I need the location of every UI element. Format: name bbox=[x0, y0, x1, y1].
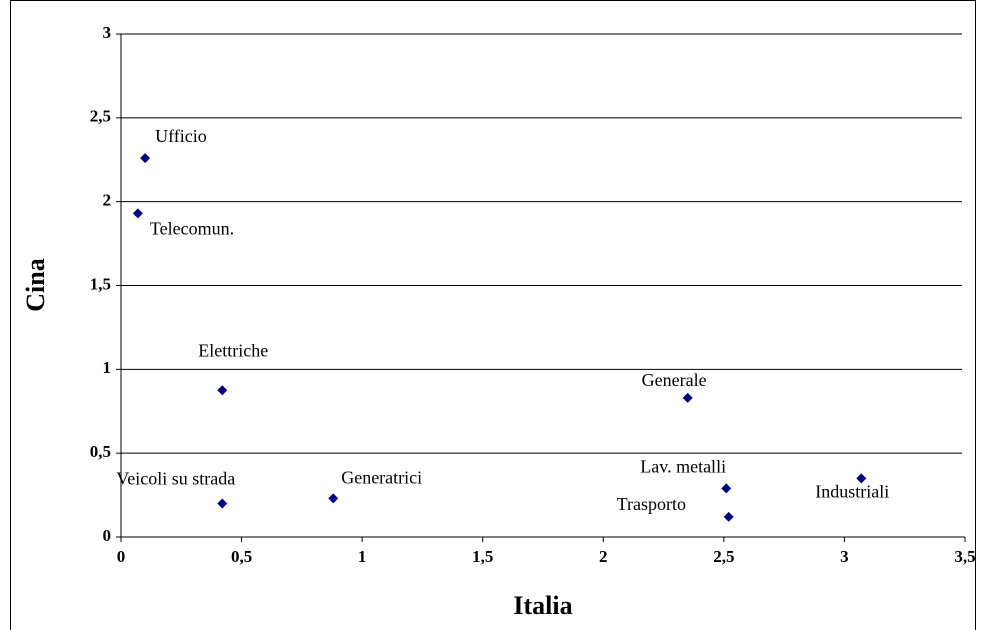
chart-frame bbox=[10, 0, 976, 630]
y-tick-label: 3 bbox=[103, 23, 112, 42]
point bbox=[217, 385, 228, 396]
point-label: Lav. metalli bbox=[640, 457, 726, 477]
point bbox=[328, 493, 339, 504]
x-axis-title: Italia bbox=[513, 591, 572, 620]
x-tick-label: 0,5 bbox=[231, 547, 252, 566]
x-tick-label: 1,5 bbox=[472, 547, 493, 566]
y-tick-label: 0 bbox=[103, 526, 112, 545]
x-tick-label: 3 bbox=[840, 547, 849, 566]
point bbox=[682, 392, 693, 403]
point bbox=[217, 498, 228, 509]
y-axis-title: Cina bbox=[21, 258, 50, 311]
y-tick-label: 1 bbox=[103, 358, 112, 377]
y-tick-label: 0,5 bbox=[90, 442, 111, 461]
point-label: Telecomun. bbox=[150, 219, 234, 239]
y-tick-label: 2 bbox=[103, 191, 112, 210]
y-tick-label: 1,5 bbox=[90, 274, 111, 293]
point bbox=[723, 511, 734, 522]
point-label: Trasporto bbox=[617, 494, 686, 514]
x-tick-label: 0 bbox=[117, 547, 126, 566]
point-label: Generatrici bbox=[341, 468, 422, 488]
point-label: Veicoli su strada bbox=[116, 469, 235, 489]
point bbox=[132, 208, 143, 219]
y-tick-label: 2,5 bbox=[90, 107, 111, 126]
point-label: Industriali bbox=[815, 481, 889, 501]
x-tick-label: 3,5 bbox=[954, 547, 975, 566]
point-label: Ufficio bbox=[155, 126, 207, 146]
x-tick-label: 1 bbox=[358, 547, 367, 566]
point bbox=[856, 473, 867, 484]
point bbox=[140, 153, 151, 164]
x-tick-label: 2,5 bbox=[713, 547, 734, 566]
point bbox=[721, 483, 732, 494]
point-label: Generale bbox=[642, 370, 707, 390]
point-label: Elettriche bbox=[198, 340, 268, 360]
x-tick-label: 2 bbox=[599, 547, 608, 566]
